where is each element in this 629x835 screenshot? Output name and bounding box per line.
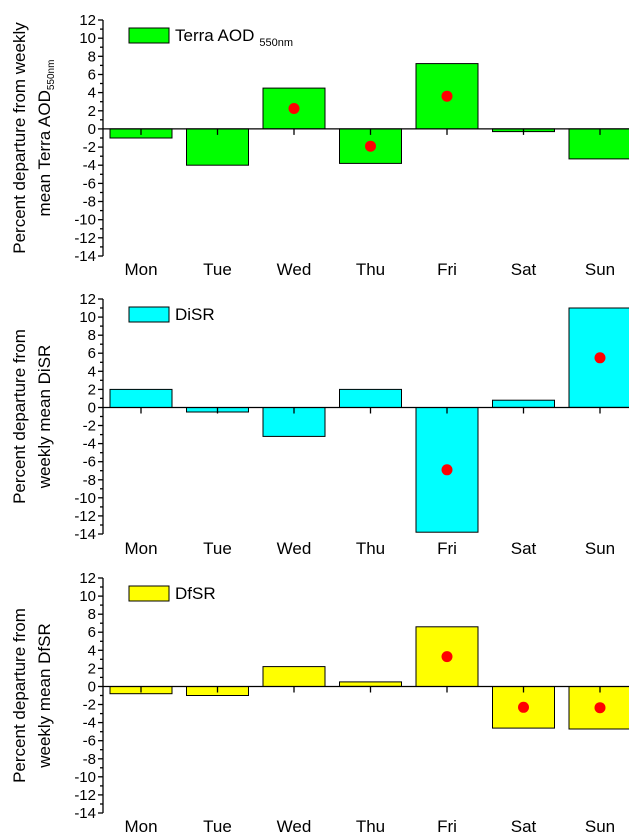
bar-mon bbox=[109, 388, 173, 408]
y-tick-label: 8 bbox=[88, 327, 96, 344]
x-tick-label-wed: Wed bbox=[277, 260, 312, 279]
significance-marker-sun bbox=[594, 352, 606, 364]
y-tick-label: -8 bbox=[83, 751, 96, 768]
significance-marker-fri bbox=[441, 651, 453, 663]
x-tick-label-wed: Wed bbox=[277, 817, 312, 835]
y-tick-label: -2 bbox=[83, 697, 96, 714]
x-tick-label-sun: Sun bbox=[585, 539, 615, 558]
x-tick-label-tue: Tue bbox=[203, 539, 232, 558]
y-tick-label: -6 bbox=[83, 175, 96, 192]
bar-thu bbox=[339, 681, 402, 687]
legend-swatch bbox=[128, 585, 170, 602]
y-tick-label: 6 bbox=[88, 624, 96, 641]
significance-marker-fri bbox=[441, 464, 453, 476]
x-tick-label-fri: Fri bbox=[437, 817, 457, 835]
significance-marker-thu bbox=[365, 140, 376, 152]
y-axis-label-line-2: weekly mean DfSR bbox=[35, 623, 54, 769]
x-tick-label-fri: Fri bbox=[437, 260, 457, 279]
x-tick-label-sun: Sun bbox=[585, 817, 615, 835]
bar-wed bbox=[262, 666, 326, 687]
y-tick-label: -10 bbox=[74, 769, 96, 786]
bar-thu bbox=[339, 388, 402, 408]
y-tick-label: -12 bbox=[74, 508, 96, 525]
y-tick-label: 8 bbox=[88, 48, 96, 65]
x-tick-label-thu: Thu bbox=[356, 260, 385, 279]
x-tick-label-thu: Thu bbox=[356, 539, 385, 558]
y-tick-label: -14 bbox=[74, 248, 96, 265]
x-tick-label-thu: Thu bbox=[356, 817, 385, 835]
x-tick-label-sat: Sat bbox=[511, 817, 537, 835]
legend-label: DfSR bbox=[175, 584, 216, 603]
y-tick-label: 2 bbox=[88, 103, 96, 120]
y-tick-label: -14 bbox=[74, 805, 96, 822]
y-tick-label: 4 bbox=[88, 85, 96, 102]
legend-swatch bbox=[128, 306, 170, 323]
y-axis-label-line-1: Percent departure from weekly bbox=[10, 22, 29, 254]
y-tick-label: -10 bbox=[74, 490, 96, 507]
y-tick-label: 12 bbox=[79, 12, 96, 29]
y-axis-label-subscript: 550nm bbox=[46, 60, 57, 91]
x-tick-label-tue: Tue bbox=[203, 817, 232, 835]
y-tick-label: -2 bbox=[83, 418, 96, 435]
x-tick-label-wed: Wed bbox=[277, 539, 312, 558]
y-tick-label: 0 bbox=[88, 400, 96, 417]
y-tick-label: 4 bbox=[88, 642, 96, 659]
y-axis-label-line-1: Percent departure from bbox=[10, 329, 29, 504]
y-tick-label: 0 bbox=[88, 121, 96, 138]
y-tick-label: 6 bbox=[88, 67, 96, 84]
x-tick-label-sat: Sat bbox=[511, 539, 537, 558]
y-tick-label: 10 bbox=[79, 309, 96, 326]
x-tick-label-mon: Mon bbox=[124, 817, 157, 835]
y-tick-label: 4 bbox=[88, 363, 96, 380]
y-tick-label: 0 bbox=[88, 679, 96, 696]
legend-label: Terra AOD 550nm bbox=[175, 26, 293, 49]
legend-swatch bbox=[128, 27, 170, 44]
significance-marker-fri bbox=[441, 90, 453, 102]
x-tick-label-fri: Fri bbox=[437, 539, 457, 558]
y-tick-label: -12 bbox=[74, 230, 96, 247]
y-axis-label-line-2: weekly mean DiSR bbox=[35, 345, 54, 490]
bar-sun bbox=[568, 128, 629, 160]
significance-marker-sat bbox=[518, 701, 529, 713]
y-tick-label: 10 bbox=[79, 588, 96, 605]
y-tick-label: -12 bbox=[74, 787, 96, 804]
y-tick-label: 6 bbox=[88, 345, 96, 362]
y-axis-label-line-2: mean Terra AOD550nm bbox=[35, 60, 57, 217]
y-tick-label: -10 bbox=[74, 212, 96, 229]
y-tick-label: -14 bbox=[74, 526, 96, 543]
x-tick-label-mon: Mon bbox=[124, 539, 157, 558]
x-tick-label-mon: Mon bbox=[124, 260, 157, 279]
y-tick-label: 8 bbox=[88, 606, 96, 623]
x-tick-label-sun: Sun bbox=[585, 260, 615, 279]
bar-tue bbox=[186, 128, 249, 166]
x-tick-label-tue: Tue bbox=[203, 260, 232, 279]
y-tick-label: -4 bbox=[83, 436, 96, 453]
y-tick-label: 2 bbox=[88, 381, 96, 398]
y-tick-label: 12 bbox=[79, 570, 96, 587]
y-tick-label: 12 bbox=[79, 291, 96, 308]
y-tick-label: -6 bbox=[83, 733, 96, 750]
legend-label: DiSR bbox=[175, 305, 215, 324]
significance-marker-wed bbox=[288, 103, 300, 114]
y-tick-label: -6 bbox=[83, 454, 96, 471]
y-tick-label: -4 bbox=[83, 715, 96, 732]
y-tick-label: 2 bbox=[88, 660, 96, 677]
y-tick-label: -2 bbox=[83, 139, 96, 156]
significance-marker-sun bbox=[594, 702, 606, 714]
bar-sat bbox=[492, 399, 555, 408]
y-tick-label: 10 bbox=[79, 30, 96, 47]
y-tick-label: -4 bbox=[83, 157, 96, 174]
y-axis-label-line-1: Percent departure from bbox=[10, 608, 29, 783]
legend-label-subscript: 550nm bbox=[259, 37, 293, 49]
x-tick-label-sat: Sat bbox=[511, 260, 537, 279]
y-tick-label: -8 bbox=[83, 194, 96, 211]
y-tick-label: -8 bbox=[83, 472, 96, 489]
